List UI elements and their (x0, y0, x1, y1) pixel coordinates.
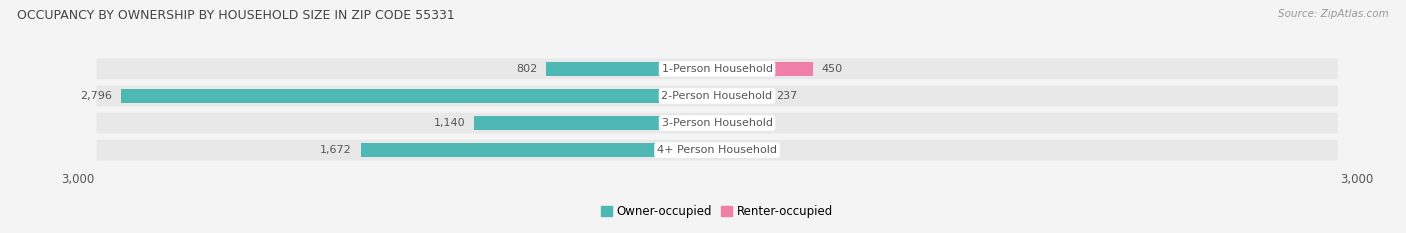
Text: 136: 136 (755, 118, 776, 128)
FancyBboxPatch shape (97, 58, 1337, 79)
Text: 126: 126 (752, 145, 773, 155)
FancyBboxPatch shape (97, 113, 1337, 133)
Bar (717, 116, 747, 130)
Text: 1-Person Household: 1-Person Household (662, 64, 772, 74)
Text: 237: 237 (776, 91, 797, 101)
Text: OCCUPANCY BY OWNERSHIP BY HOUSEHOLD SIZE IN ZIP CODE 55331: OCCUPANCY BY OWNERSHIP BY HOUSEHOLD SIZE… (17, 9, 454, 22)
Text: Source: ZipAtlas.com: Source: ZipAtlas.com (1278, 9, 1389, 19)
Text: 450: 450 (821, 64, 842, 74)
Text: 2,796: 2,796 (80, 91, 112, 101)
Bar (717, 143, 744, 157)
Bar (546, 62, 717, 76)
Text: 4+ Person Household: 4+ Person Household (657, 145, 778, 155)
Bar (121, 89, 717, 103)
Legend: Owner-occupied, Renter-occupied: Owner-occupied, Renter-occupied (596, 200, 838, 223)
Text: 2-Person Household: 2-Person Household (661, 91, 773, 101)
FancyBboxPatch shape (97, 140, 1337, 161)
Text: 3-Person Household: 3-Person Household (662, 118, 772, 128)
FancyBboxPatch shape (97, 86, 1337, 106)
Bar (717, 62, 813, 76)
Text: 1,140: 1,140 (434, 118, 465, 128)
Text: 802: 802 (516, 64, 537, 74)
Text: 1,672: 1,672 (321, 145, 352, 155)
Bar (474, 116, 717, 130)
Bar (360, 143, 717, 157)
Bar (717, 89, 768, 103)
